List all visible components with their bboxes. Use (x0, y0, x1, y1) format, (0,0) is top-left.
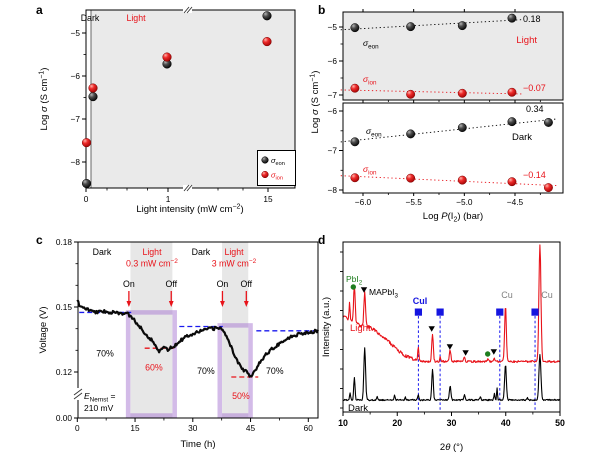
svg-text:Dark: Dark (512, 132, 532, 143)
svg-text:PbI2: PbI2 (346, 274, 363, 286)
svg-text:−6: −6 (71, 71, 81, 81)
svg-text:σeon: σeon (271, 156, 285, 167)
svg-text:40: 40 (501, 418, 511, 428)
svg-text:Off: Off (165, 279, 177, 289)
svg-text:Light intensity (mW cm−2): Light intensity (mW cm−2) (136, 203, 243, 215)
svg-text:−7: −7 (71, 114, 81, 124)
svg-text:−5: −5 (328, 22, 338, 32)
panel-d-label: d (318, 233, 325, 247)
svg-text:−6.0: −6.0 (355, 197, 372, 207)
svg-text:Light: Light (516, 35, 537, 46)
panel-c-voltage-time-chart: 0.18 0.15 0.12 0.000 15 30 45 60 On Off On Off Dark L… (38, 237, 319, 450)
panel-d-xrd-chart: 10 20 30 40 50 CuI Cu Cu PbI2 MAPbI3 Light Dark 2θ (… (321, 241, 565, 453)
svg-text:Light: Light (126, 13, 146, 23)
panel-c-label: c (36, 233, 43, 247)
svg-text:Off: Off (241, 279, 253, 289)
svg-text:70%: 70% (266, 366, 284, 376)
svg-text:−0.07: −0.07 (523, 83, 546, 93)
svg-text:Dark: Dark (81, 13, 100, 23)
svg-text:0: 0 (84, 194, 89, 204)
svg-text:210 mV: 210 mV (84, 403, 114, 413)
svg-text:−8: −8 (328, 185, 338, 195)
svg-text:CuI: CuI (413, 296, 428, 306)
svg-text:σeon: σeon (366, 126, 382, 138)
svg-text:60%: 60% (145, 363, 163, 373)
svg-text:−6: −6 (328, 106, 338, 116)
svg-text:70%: 70% (197, 366, 215, 376)
svg-text:−8: −8 (71, 157, 81, 167)
svg-text:Light: Light (224, 247, 244, 257)
svg-text:70%: 70% (96, 349, 114, 359)
svg-text:30: 30 (188, 423, 198, 433)
svg-text:Light: Light (142, 247, 162, 257)
svg-text:0.15: 0.15 (56, 302, 73, 312)
svg-text:Log σ (S cm−1): Log σ (S cm−1) (309, 71, 321, 134)
svg-text:−7: −7 (328, 146, 338, 156)
svg-text:σion: σion (271, 171, 283, 182)
svg-text:60: 60 (304, 423, 314, 433)
svg-text:50%: 50% (232, 391, 250, 401)
svg-text:45: 45 (246, 423, 256, 433)
svg-text:Dark: Dark (348, 403, 368, 414)
svg-text:Voltage (V): Voltage (V) (38, 307, 49, 354)
svg-text:ENernst =: ENernst = (84, 391, 116, 403)
svg-text:Dark: Dark (93, 247, 112, 257)
svg-text:−6: −6 (328, 56, 338, 66)
svg-text:0.34: 0.34 (526, 104, 544, 114)
svg-text:0.12: 0.12 (56, 367, 73, 377)
svg-text:On: On (217, 279, 229, 289)
svg-text:MAPbI3: MAPbI3 (369, 287, 399, 299)
svg-text:10: 10 (338, 418, 348, 428)
panel-a-label: a (36, 3, 43, 17)
svg-text:Light: Light (350, 323, 371, 334)
panel-b-conductivity-vs-iodine-pressure-chart: −5 −6 −7 −6 −7 −8 σeon σion 0.18 −0.07 Light σeon σi… (309, 9, 564, 224)
svg-text:−7: −7 (328, 90, 338, 100)
svg-text:−5.0: −5.0 (456, 197, 473, 207)
panel-b-label: b (318, 3, 325, 17)
svg-text:0: 0 (75, 423, 80, 433)
svg-text:−5: −5 (71, 28, 81, 38)
svg-text:Intensity (a.u.): Intensity (a.u.) (321, 297, 332, 357)
svg-text:σion: σion (363, 164, 377, 176)
svg-text:σeon: σeon (363, 38, 379, 50)
svg-text:30: 30 (447, 418, 457, 428)
svg-text:Cu: Cu (501, 290, 513, 300)
svg-text:Dark: Dark (192, 247, 211, 257)
svg-text:−4.5: −4.5 (507, 197, 524, 207)
svg-text:1: 1 (166, 194, 171, 204)
svg-text:15: 15 (263, 194, 273, 204)
svg-text:Cu: Cu (541, 290, 553, 300)
svg-text:50: 50 (555, 418, 565, 428)
svg-text:20: 20 (392, 418, 402, 428)
svg-text:2θ (°): 2θ (°) (440, 442, 463, 453)
svg-text:0.00: 0.00 (56, 413, 73, 423)
svg-text:0.18: 0.18 (56, 237, 73, 247)
svg-text:Log σ (S cm−1): Log σ (S cm−1) (38, 68, 50, 131)
svg-text:Time (h): Time (h) (180, 439, 215, 450)
svg-text:On: On (123, 279, 135, 289)
svg-text:0.3 mW cm−2: 0.3 mW cm−2 (126, 258, 178, 268)
svg-text:σion: σion (363, 74, 377, 86)
svg-text:−0.14: −0.14 (523, 170, 546, 180)
svg-text:3 mW cm−2: 3 mW cm−2 (212, 258, 257, 268)
svg-text:15: 15 (130, 423, 140, 433)
svg-text:0.18: 0.18 (523, 14, 541, 24)
svg-text:−5.5: −5.5 (405, 197, 422, 207)
svg-text:Log P(I2) (bar): Log P(I2) (bar) (423, 211, 483, 224)
panel-a-conductivity-vs-light-chart: −5 −6 −7 −8 0 1 15 Dark Light σeon σion Light inten… (38, 6, 296, 215)
